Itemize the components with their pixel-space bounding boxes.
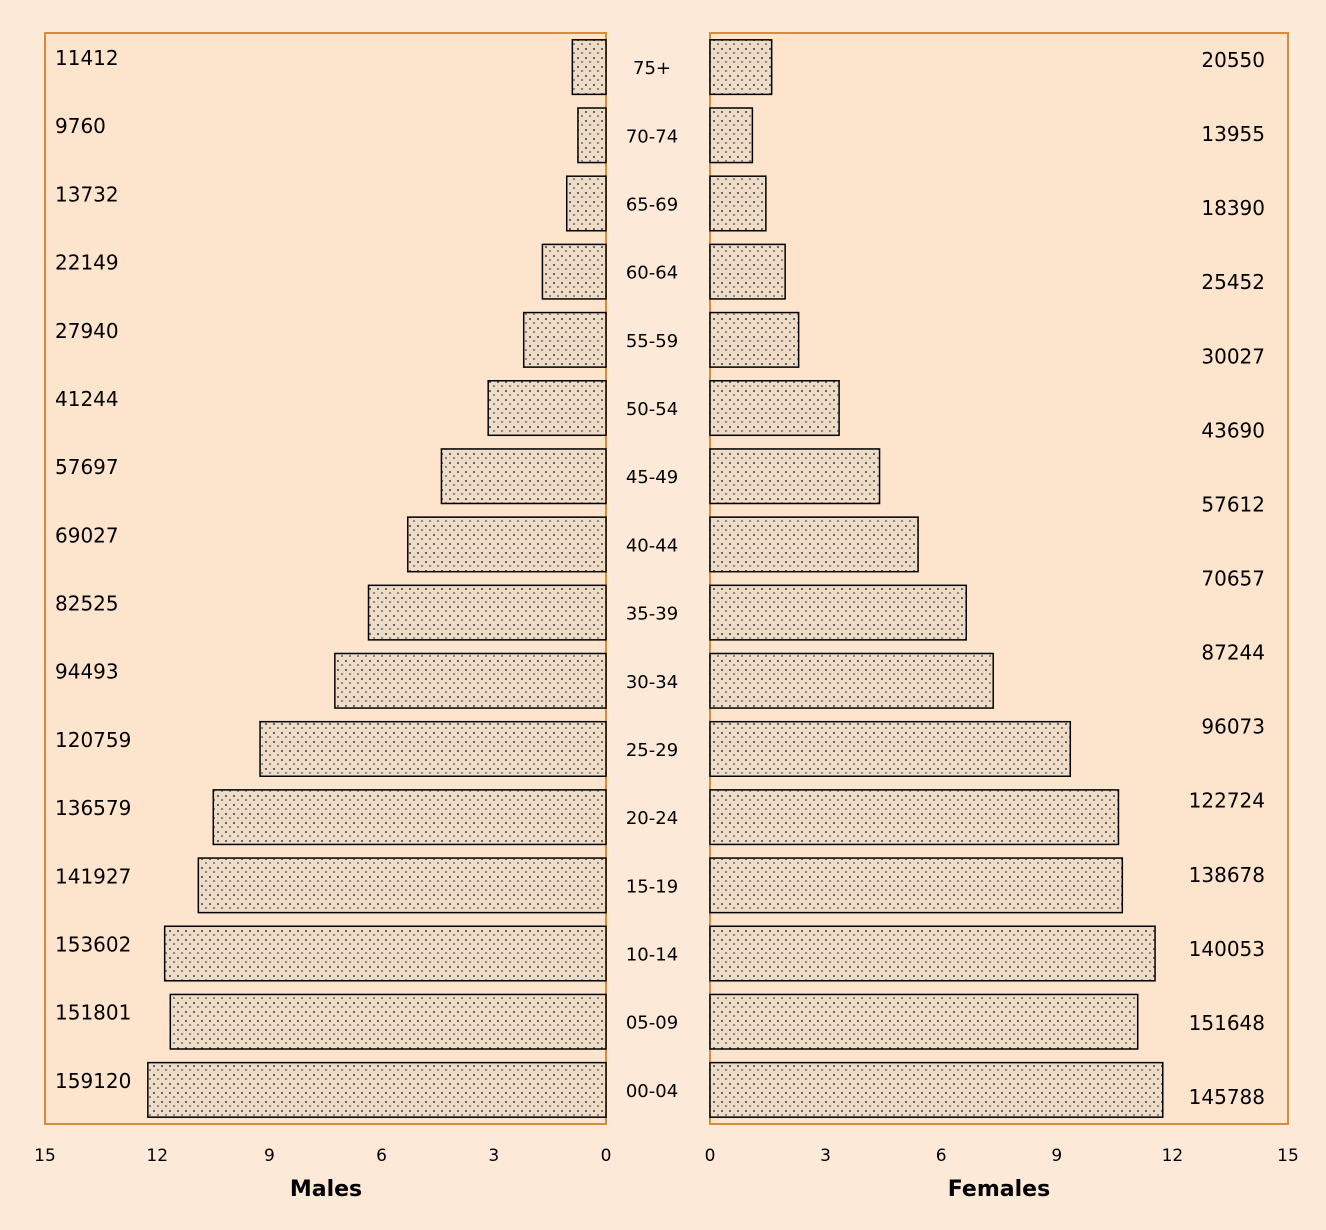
female-count-label: 30027 — [1201, 344, 1265, 368]
females-axis-title: Females — [948, 1177, 1050, 1202]
female-bar-50-54 — [709, 380, 840, 437]
age-group-label: 05-09 — [626, 1013, 678, 1034]
age-group-label: 25-29 — [626, 740, 678, 761]
female-count-label: 25452 — [1201, 270, 1265, 294]
male-count-label: 13732 — [55, 182, 119, 206]
male-bar-70-74 — [577, 107, 607, 164]
female-bar-40-44 — [709, 516, 919, 573]
female-bar-20-24 — [709, 789, 1120, 846]
male-bar-35-39 — [367, 584, 607, 641]
male-bar-45-49 — [440, 448, 607, 505]
male-count-label: 11412 — [55, 46, 119, 70]
age-group-label: 65-69 — [626, 194, 678, 215]
male-x-tick: 0 — [601, 1146, 612, 1166]
male-bar-20-24 — [212, 789, 607, 846]
male-bar-25-29 — [259, 720, 607, 777]
age-group-label: 10-14 — [626, 945, 678, 966]
female-count-label: 70657 — [1201, 567, 1265, 591]
male-bar-10-14 — [163, 925, 607, 982]
male-count-label: 153602 — [55, 932, 131, 956]
male-x-tick: 15 — [34, 1146, 56, 1166]
male-count-label: 94493 — [55, 660, 119, 684]
males-axis-title: Males — [290, 1177, 362, 1202]
female-bar-30-34 — [709, 652, 994, 709]
age-group-label: 45-49 — [626, 467, 678, 488]
bars — [147, 39, 1164, 1118]
age-group-label: 00-04 — [626, 1081, 678, 1102]
labels: 75+ 11412 70-74 9760 65-69 13732 60-64 22149 55-… — [55, 46, 1265, 1109]
female-x-tick: 3 — [820, 1146, 831, 1166]
female-bar-45-49 — [709, 448, 881, 505]
female-count-label: 145788 — [1189, 1085, 1265, 1109]
age-group-label: 70-74 — [626, 126, 678, 147]
female-count-label: 138678 — [1189, 863, 1265, 887]
female-x-tick: 9 — [1051, 1146, 1062, 1166]
male-bar-55-59 — [522, 311, 607, 368]
male-x-tick: 6 — [376, 1146, 387, 1166]
male-count-label: 41244 — [55, 387, 119, 411]
male-count-label: 69027 — [55, 523, 119, 547]
male-count-label: 151801 — [55, 1001, 131, 1025]
male-bar-30-34 — [334, 652, 607, 709]
female-count-label: 57612 — [1201, 492, 1265, 516]
age-group-label: 30-34 — [626, 672, 678, 693]
male-count-label: 9760 — [55, 114, 106, 138]
female-bar-25-29 — [709, 720, 1072, 777]
male-bar-75+ — [571, 39, 607, 96]
female-bar-75+ — [709, 39, 773, 96]
female-count-label: 96073 — [1201, 715, 1265, 739]
male-bar-05-09 — [169, 993, 607, 1050]
x-axis-ticks: 0 0 3 3 6 6 9 9 12 12 15 15 — [34, 1146, 1299, 1166]
female-bar-00-04 — [709, 1061, 1164, 1118]
female-count-label: 140053 — [1189, 937, 1265, 961]
male-bar-40-44 — [407, 516, 607, 573]
female-bar-70-74 — [709, 107, 754, 164]
age-group-label: 35-39 — [626, 604, 678, 625]
age-group-label: 75+ — [633, 58, 671, 79]
female-bar-55-59 — [709, 311, 800, 368]
age-group-label: 15-19 — [626, 876, 678, 897]
female-bar-15-19 — [709, 857, 1124, 914]
male-x-tick: 9 — [264, 1146, 275, 1166]
female-bar-05-09 — [709, 993, 1139, 1050]
male-bar-00-04 — [147, 1061, 607, 1118]
female-count-label: 20550 — [1201, 48, 1265, 72]
female-count-label: 13955 — [1201, 122, 1265, 146]
male-count-label: 27940 — [55, 319, 119, 343]
male-bar-65-69 — [565, 175, 607, 232]
male-bar-60-64 — [541, 243, 607, 300]
female-x-tick: 6 — [936, 1146, 947, 1166]
female-bar-65-69 — [709, 175, 767, 232]
female-x-tick: 15 — [1277, 1146, 1299, 1166]
male-x-tick: 3 — [488, 1146, 499, 1166]
female-count-label: 122724 — [1189, 789, 1265, 813]
female-count-label: 18390 — [1201, 196, 1265, 220]
male-count-label: 57697 — [55, 455, 119, 479]
male-bar-50-54 — [487, 380, 607, 437]
female-count-label: 87244 — [1201, 641, 1265, 665]
female-x-tick: 0 — [705, 1146, 716, 1166]
male-count-label: 120759 — [55, 728, 131, 752]
female-bar-35-39 — [709, 584, 967, 641]
age-group-label: 60-64 — [626, 263, 678, 284]
male-x-tick: 12 — [146, 1146, 168, 1166]
male-count-label: 136579 — [55, 796, 131, 820]
female-bar-10-14 — [709, 925, 1156, 982]
age-group-label: 55-59 — [626, 331, 678, 352]
age-group-label: 20-24 — [626, 808, 678, 829]
female-count-label: 151648 — [1189, 1011, 1265, 1035]
female-count-label: 43690 — [1201, 418, 1265, 442]
age-group-label: 40-44 — [626, 535, 678, 556]
female-bar-60-64 — [709, 243, 786, 300]
age-group-label: 50-54 — [626, 399, 678, 420]
male-count-label: 82525 — [55, 592, 119, 616]
male-count-label: 141927 — [55, 864, 131, 888]
male-count-label: 159120 — [55, 1069, 131, 1093]
male-count-label: 22149 — [55, 251, 119, 275]
male-bar-15-19 — [197, 857, 607, 914]
female-x-tick: 12 — [1162, 1146, 1184, 1166]
